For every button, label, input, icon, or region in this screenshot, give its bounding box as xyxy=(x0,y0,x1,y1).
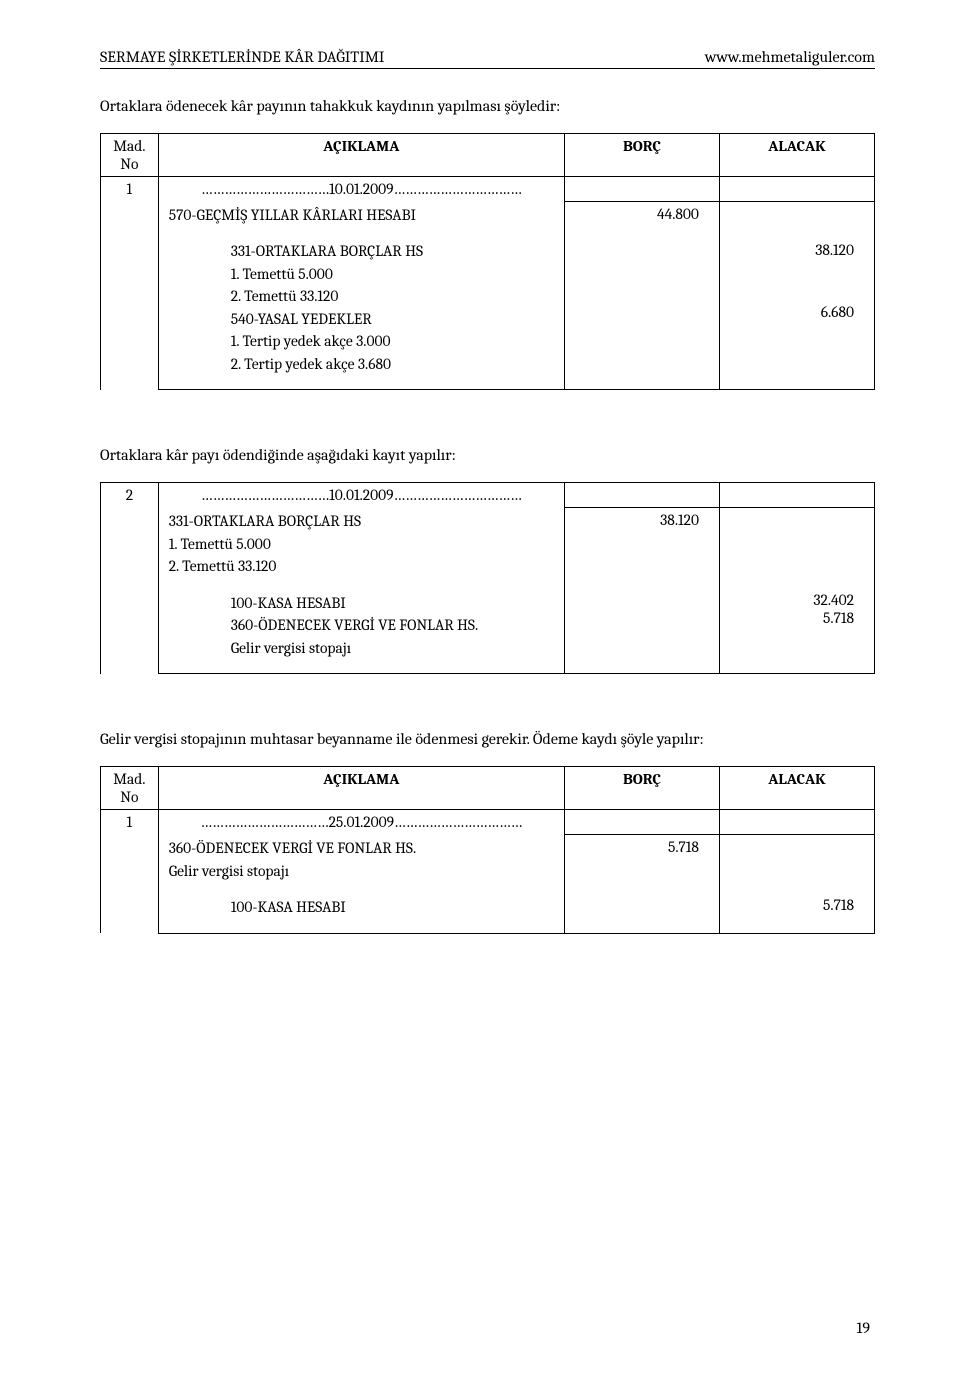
account-line: 2. Temettü 33.120 xyxy=(231,285,554,307)
account-line: 360-ÖDENECEK VERGİ VE FONLAR HS. xyxy=(169,837,554,859)
borc-cell xyxy=(564,177,719,202)
amount: 5.718 xyxy=(573,838,699,856)
entry-no-cont xyxy=(101,201,159,390)
account-line: 1. Temettü 5.000 xyxy=(231,263,554,285)
page: SERMAYE ŞİRKETLERİNDE KÂR DAĞITIMI www.m… xyxy=(0,0,960,1377)
alacak-cell: 5.718 xyxy=(719,834,874,933)
amount: 5.718 xyxy=(728,609,854,627)
account-line: Gelir vergisi stopajı xyxy=(169,860,554,882)
alacak-cell xyxy=(719,483,874,508)
entry-no: 1 xyxy=(101,177,159,202)
borc-cell: 38.120 xyxy=(564,507,719,673)
alacak-cell xyxy=(719,177,874,202)
account-line: 2. Tertip yedek akçe 3.680 xyxy=(231,353,554,375)
account-line: 570-GEÇMİŞ YILLAR KÂRLARI HESABI xyxy=(169,204,554,226)
header-link[interactable]: www.mehmetaliguler.com xyxy=(705,48,875,66)
account-line: 1. Tertip yedek akçe 3.000 xyxy=(231,330,554,352)
entry-no: 1 xyxy=(101,810,159,835)
account-line: 540-YASAL YEDEKLER xyxy=(231,308,554,330)
entry-date-line: ……………………………10.01.2009…………………………… xyxy=(158,177,564,202)
header-title: SERMAYE ŞİRKETLERİNDE KÂR DAĞITIMI xyxy=(100,48,384,66)
alacak-cell: 38.120 6.680 xyxy=(719,201,874,390)
col-header-borc: BORÇ xyxy=(564,134,719,177)
alacak-cell xyxy=(719,810,874,835)
col-header-borc: BORÇ xyxy=(564,767,719,810)
account-line: 360-ÖDENECEK VERGİ VE FONLAR HS. xyxy=(231,614,554,636)
page-header: SERMAYE ŞİRKETLERİNDE KÂR DAĞITIMI www.m… xyxy=(100,48,875,69)
journal-table-1: Mad. No AÇIKLAMA BORÇ ALACAK 1 ………………………… xyxy=(100,133,875,390)
account-line: Gelir vergisi stopajı xyxy=(231,637,554,659)
entry-body: 360-ÖDENECEK VERGİ VE FONLAR HS. Gelir v… xyxy=(158,834,564,933)
alacak-cell: 32.402 5.718 xyxy=(719,507,874,673)
account-line: 1. Temettü 5.000 xyxy=(169,533,554,555)
col-header-madno: Mad. No xyxy=(101,134,159,177)
amount: 5.718 xyxy=(728,896,854,914)
borc-cell: 44.800 xyxy=(564,201,719,390)
entry-body: 570-GEÇMİŞ YILLAR KÂRLARI HESABI 331-ORT… xyxy=(158,201,564,390)
account-line: 100-KASA HESABI xyxy=(231,592,554,614)
page-number: 19 xyxy=(857,1319,870,1337)
col-header-alacak: ALACAK xyxy=(719,767,874,810)
borc-cell xyxy=(564,483,719,508)
account-line: 100-KASA HESABI xyxy=(231,896,554,918)
paragraph-intro-3: Gelir vergisi stopajının muhtasar beyann… xyxy=(100,730,875,748)
account-line: 331-ORTAKLARA BORÇLAR HS xyxy=(231,240,554,262)
journal-table-3: Mad. No AÇIKLAMA BORÇ ALACAK 1 ………………………… xyxy=(100,766,875,933)
entry-body: 331-ORTAKLARA BORÇLAR HS 1. Temettü 5.00… xyxy=(158,507,564,673)
col-header-aciklama: AÇIKLAMA xyxy=(158,134,564,177)
paragraph-intro-2: Ortaklara kâr payı ödendiğinde aşağıdaki… xyxy=(100,446,875,464)
col-header-aciklama: AÇIKLAMA xyxy=(158,767,564,810)
amount: 44.800 xyxy=(573,205,699,223)
entry-no-cont xyxy=(101,507,159,673)
account-line: 2. Temettü 33.120 xyxy=(169,555,554,577)
amount: 6.680 xyxy=(728,303,854,321)
col-header-alacak: ALACAK xyxy=(719,134,874,177)
paragraph-intro-1: Ortaklara ödenecek kâr payının tahakkuk … xyxy=(100,97,875,115)
entry-date-line: ……………………………10.01.2009…………………………… xyxy=(158,483,564,508)
amount: 38.120 xyxy=(728,241,854,259)
entry-no: 2 xyxy=(101,483,159,508)
borc-cell: 5.718 xyxy=(564,834,719,933)
col-header-madno: Mad. No xyxy=(101,767,159,810)
journal-table-2: 2 ……………………………10.01.2009…………………………… 331-O… xyxy=(100,482,875,674)
entry-no-cont xyxy=(101,834,159,933)
entry-date-line: ……………………………25.01.2009…………………………… xyxy=(158,810,564,835)
borc-cell xyxy=(564,810,719,835)
amount: 32.402 xyxy=(728,591,854,609)
account-line: 331-ORTAKLARA BORÇLAR HS xyxy=(169,510,554,532)
amount: 38.120 xyxy=(573,511,699,529)
